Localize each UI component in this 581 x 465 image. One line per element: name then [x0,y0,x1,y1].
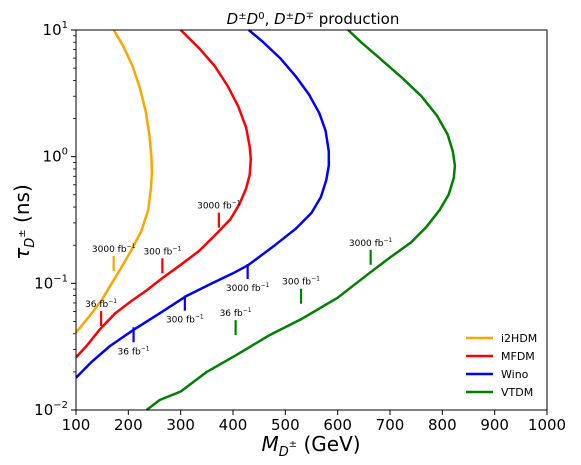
series-line-vtdm [145,29,457,411]
annotation-label: 300 fb−1 [166,314,204,326]
annotation-label: 3000 fb−1 [226,282,270,294]
x-tick-label-1000: 1000 [528,416,566,434]
x-axis-label: MD± (GeV) [261,432,360,460]
annotation-label: 3000 fb−1 [197,200,241,212]
y-axis-label: τD± (ns) [10,184,38,260]
x-tick-label-900: 900 [480,416,509,434]
x-tick-label-300: 300 [166,416,195,434]
y-tick-label: 10−1 [34,273,68,292]
y-tick-label: 100 [43,147,68,166]
annotation-label: 36 fb−1 [85,298,117,310]
x-tick-label-800: 800 [428,416,457,434]
x-tick-label-600: 600 [323,416,352,434]
annotation-layer: 3000 fb−1 36 fb−1 300 fb−1 3000 fb−1 36 fb−1… [85,200,392,358]
annotation-label: 36 fb−1 [220,307,252,319]
legend-label-vtdm: VTDM [501,386,533,399]
annotation-label: 300 fb−1 [143,245,181,257]
x-tick-label-500: 500 [271,416,300,434]
series-layer [75,29,457,411]
y-tick-label: 10−2 [34,400,68,419]
annotation-label: 300 fb−1 [282,276,320,288]
annotation-label: 36 fb−1 [118,345,150,357]
legend-label-wino: Wino [501,368,529,381]
legend-label-i2hdm: i2HDM [501,332,537,345]
legend: i2HDM MFDM Wino VTDM [466,332,537,399]
x-tick-label-100: 100 [62,416,91,434]
y-tick-label: 101 [43,20,68,39]
annotation-label: 3000 fb−1 [349,237,393,249]
x-tick-label-700: 700 [376,416,405,434]
annotation-label: 3000 fb−1 [92,243,136,255]
x-tick-label-400: 400 [219,416,248,434]
series-line-i2hdm [75,29,154,334]
y-axis: 10−2 10−1 100 101 [34,20,76,419]
legend-label-mfdm: MFDM [501,350,535,363]
x-axis: 100 200 300 400 500 600 700 800 900 1000 [62,410,566,434]
series-line-wino [75,29,331,379]
x-tick-label-200: 200 [114,416,143,434]
plot-frame [75,29,548,411]
series-line-mfdm [75,29,253,359]
chart-title: D±D0, D±D∓ production [227,10,400,28]
